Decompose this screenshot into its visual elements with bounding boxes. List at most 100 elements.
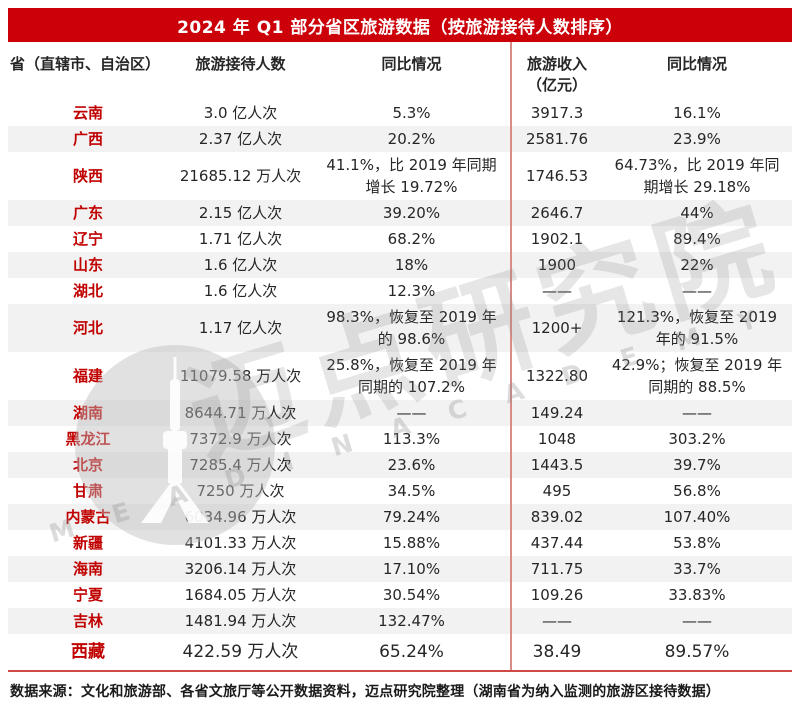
- cell-revenue: 1902.1: [512, 226, 602, 252]
- cell-revenue: 437.44: [512, 530, 602, 556]
- bottom-rule: [8, 670, 792, 672]
- table-body: 云南 3.0 亿人次 5.3% 3917.3 16.1% 广西 2.37 亿人次 20.2% 2…: [8, 100, 792, 670]
- cell-visitors_yoy: 65.24%: [313, 634, 512, 670]
- cell-visitors_yoy: 12.3%: [313, 278, 512, 304]
- cell-revenue_yoy: 33.83%: [602, 582, 792, 608]
- cell-visitors: 2.37 亿人次: [168, 126, 313, 152]
- cell-revenue_yoy: 44%: [602, 200, 792, 226]
- province-name: 河北: [8, 304, 168, 352]
- cell-revenue: 839.02: [512, 504, 602, 530]
- cell-visitors: 3.0 亿人次: [168, 100, 313, 126]
- cell-revenue: 711.75: [512, 556, 602, 582]
- table-row: 辽宁 1.71 亿人次 68.2% 1902.1 89.4%: [8, 226, 792, 252]
- cell-visitors_yoy: 30.54%: [313, 582, 512, 608]
- cell-visitors_yoy: 34.5%: [313, 478, 512, 504]
- cell-revenue_yoy: 64.73%，比 2019 年同期增长 29.18%: [602, 152, 792, 200]
- table-row: 宁夏 1684.05 万人次 30.54% 109.26 33.83%: [8, 582, 792, 608]
- table-container: 2024 年 Q1 部分省区旅游数据（按旅游接待人数排序） 省（直辖市、自治区）…: [8, 8, 792, 701]
- cell-revenue: 2581.76: [512, 126, 602, 152]
- table-row: 河北 1.17 亿人次 98.3%，恢复至 2019 年的 98.6% 1200+ 12…: [8, 304, 792, 352]
- cell-visitors: 7372.9 万人次: [168, 426, 313, 452]
- cell-revenue_yoy: ——: [602, 400, 792, 426]
- cell-revenue_yoy: ——: [602, 608, 792, 634]
- province-name: 甘肃: [8, 478, 168, 504]
- table-row: 山东 1.6 亿人次 18% 1900 22%: [8, 252, 792, 278]
- cell-visitors: 4101.33 万人次: [168, 530, 313, 556]
- table-row: 吉林 1481.94 万人次 132.47% —— ——: [8, 608, 792, 634]
- cell-visitors_yoy: 15.88%: [313, 530, 512, 556]
- cell-revenue_yoy: 107.40%: [602, 504, 792, 530]
- cell-revenue_yoy: 303.2%: [602, 426, 792, 452]
- province-name: 陕西: [8, 152, 168, 200]
- cell-visitors_yoy: 113.3%: [313, 426, 512, 452]
- cell-revenue_yoy: 121.3%，恢复至 2019 年的 91.5%: [602, 304, 792, 352]
- cell-visitors_yoy: 23.6%: [313, 452, 512, 478]
- cell-visitors_yoy: 18%: [313, 252, 512, 278]
- cell-revenue_yoy: ——: [602, 278, 792, 304]
- cell-visitors: 1684.05 万人次: [168, 582, 313, 608]
- province-name: 吉林: [8, 608, 168, 634]
- cell-visitors_yoy: 41.1%，比 2019 年同期增长 19.72%: [313, 152, 512, 200]
- cell-revenue: 495: [512, 478, 602, 504]
- province-name: 北京: [8, 452, 168, 478]
- cell-visitors: 2.15 亿人次: [168, 200, 313, 226]
- cell-revenue: 1900: [512, 252, 602, 278]
- province-name: 辽宁: [8, 226, 168, 252]
- cell-visitors: 1.6 亿人次: [168, 278, 313, 304]
- table-row: 北京 7285.4 万人次 23.6% 1443.5 39.7%: [8, 452, 792, 478]
- table-row: 福建 11079.58 万人次 25.8%，恢复至 2019 年同期的 107.2%…: [8, 352, 792, 400]
- table-row: 云南 3.0 亿人次 5.3% 3917.3 16.1%: [8, 100, 792, 126]
- cell-visitors_yoy: 98.3%，恢复至 2019 年的 98.6%: [313, 304, 512, 352]
- province-name: 广东: [8, 200, 168, 226]
- header-visitors-yoy: 同比情况: [313, 42, 512, 100]
- cell-revenue: 38.49: [512, 634, 602, 670]
- cell-visitors: 8644.71 万人次: [168, 400, 313, 426]
- province-name: 西藏: [8, 634, 168, 670]
- cell-revenue_yoy: 89.4%: [602, 226, 792, 252]
- province-name: 海南: [8, 556, 168, 582]
- cell-revenue_yoy: 16.1%: [602, 100, 792, 126]
- cell-revenue: ——: [512, 608, 602, 634]
- cell-visitors_yoy: ——: [313, 400, 512, 426]
- cell-revenue: 149.24: [512, 400, 602, 426]
- cell-visitors: 1.6 亿人次: [168, 252, 313, 278]
- province-name: 新疆: [8, 530, 168, 556]
- cell-visitors_yoy: 132.47%: [313, 608, 512, 634]
- cell-revenue_yoy: 22%: [602, 252, 792, 278]
- cell-visitors: 21685.12 万人次: [168, 152, 313, 200]
- cell-revenue: 109.26: [512, 582, 602, 608]
- cell-revenue: 1322.80: [512, 352, 602, 400]
- cell-visitors: 422.59 万人次: [168, 634, 313, 670]
- province-name: 山东: [8, 252, 168, 278]
- cell-visitors: 1.71 亿人次: [168, 226, 313, 252]
- province-name: 广西: [8, 126, 168, 152]
- cell-revenue: 1746.53: [512, 152, 602, 200]
- cell-revenue_yoy: 42.9%；恢复至 2019 年同期的 88.5%: [602, 352, 792, 400]
- cell-revenue: 2646.7: [512, 200, 602, 226]
- cell-visitors_yoy: 20.2%: [313, 126, 512, 152]
- province-name: 湖北: [8, 278, 168, 304]
- cell-visitors_yoy: 68.2%: [313, 226, 512, 252]
- cell-revenue_yoy: 53.8%: [602, 530, 792, 556]
- cell-visitors: 7285.4 万人次: [168, 452, 313, 478]
- table-header-row: 省（直辖市、自治区） 旅游接待人数 同比情况 旅游收入 （亿元） 同比情况: [8, 42, 792, 100]
- table-title: 2024 年 Q1 部分省区旅游数据（按旅游接待人数排序）: [177, 17, 623, 38]
- cell-visitors_yoy: 39.20%: [313, 200, 512, 226]
- cell-visitors_yoy: 25.8%，恢复至 2019 年同期的 107.2%: [313, 352, 512, 400]
- table-row: 甘肃 7250 万人次 34.5% 495 56.8%: [8, 478, 792, 504]
- cell-revenue_yoy: 23.9%: [602, 126, 792, 152]
- table-row: 黑龙江 7372.9 万人次 113.3% 1048 303.2%: [8, 426, 792, 452]
- cell-visitors_yoy: 79.24%: [313, 504, 512, 530]
- cell-revenue_yoy: 39.7%: [602, 452, 792, 478]
- header-visitors: 旅游接待人数: [195, 55, 286, 73]
- data-source-note: 数据来源：文化和旅游部、各省文旅厅等公开数据资料，迈点研究院整理（湖南省为纳入监…: [10, 684, 720, 700]
- province-name: 黑龙江: [8, 426, 168, 452]
- table-row: 海南 3206.14 万人次 17.10% 711.75 33.7%: [8, 556, 792, 582]
- cell-revenue: 1048: [512, 426, 602, 452]
- province-name: 湖南: [8, 400, 168, 426]
- table-row: 广西 2.37 亿人次 20.2% 2581.76 23.9%: [8, 126, 792, 152]
- cell-visitors: 1.17 亿人次: [168, 304, 313, 352]
- table-row: 新疆 4101.33 万人次 15.88% 437.44 53.8%: [8, 530, 792, 556]
- cell-visitors: 3206.14 万人次: [168, 556, 313, 582]
